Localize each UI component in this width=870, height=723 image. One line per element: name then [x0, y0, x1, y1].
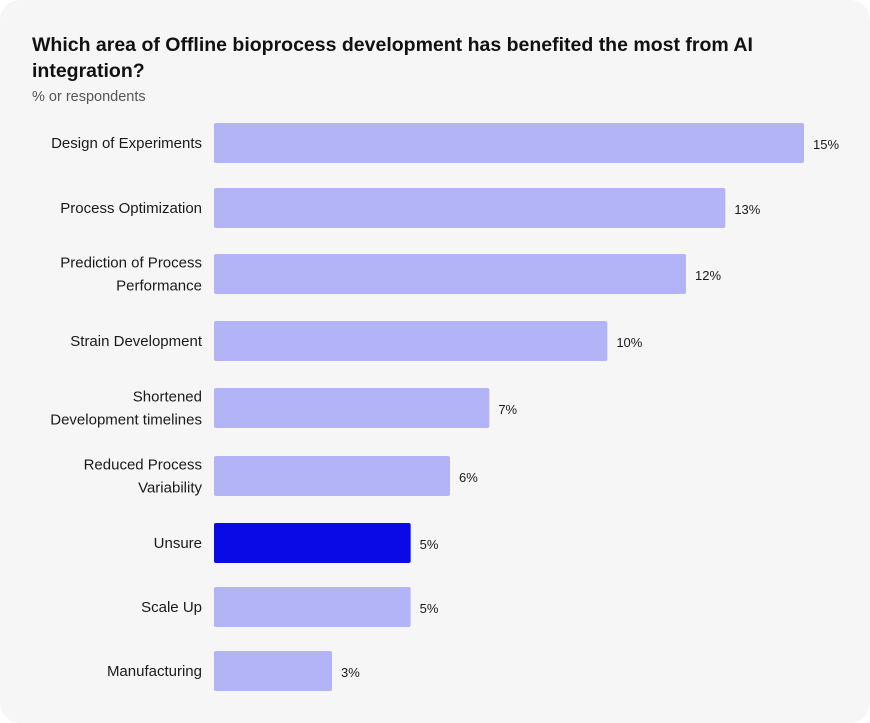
bar-7	[214, 587, 411, 627]
category-label: Unsure	[154, 535, 202, 552]
chart-subtitle: % or respondents	[32, 89, 146, 105]
value-label: 13%	[734, 202, 760, 217]
bar-3	[214, 321, 608, 361]
bar-2	[214, 254, 686, 294]
bar-0	[214, 123, 804, 163]
category-label: Reduced Process Variability	[84, 457, 203, 497]
category-label: Scale Up	[141, 599, 202, 616]
chart-title: Which area of Offline bioprocess develop…	[32, 34, 753, 82]
value-label: 6%	[459, 470, 478, 485]
category-label: Shortened Development timelines	[50, 389, 202, 429]
category-label: Process Optimization	[60, 200, 202, 217]
category-label: Design of Experiments	[51, 135, 202, 152]
value-label: 5%	[420, 601, 439, 616]
bar-6	[214, 523, 411, 563]
bar-1	[214, 188, 726, 228]
bar-5	[214, 456, 450, 496]
value-label: 3%	[341, 665, 360, 680]
value-label: 15%	[813, 137, 839, 152]
value-label: 7%	[498, 402, 517, 417]
category-label: Manufacturing	[107, 663, 202, 680]
category-label: Prediction of Process Performance	[60, 255, 202, 295]
category-label: Strain Development	[70, 333, 203, 350]
value-label: 12%	[695, 268, 721, 283]
bar-4	[214, 388, 490, 428]
value-label: 10%	[616, 335, 642, 350]
value-label: 5%	[420, 537, 439, 552]
bar-8	[214, 651, 332, 691]
